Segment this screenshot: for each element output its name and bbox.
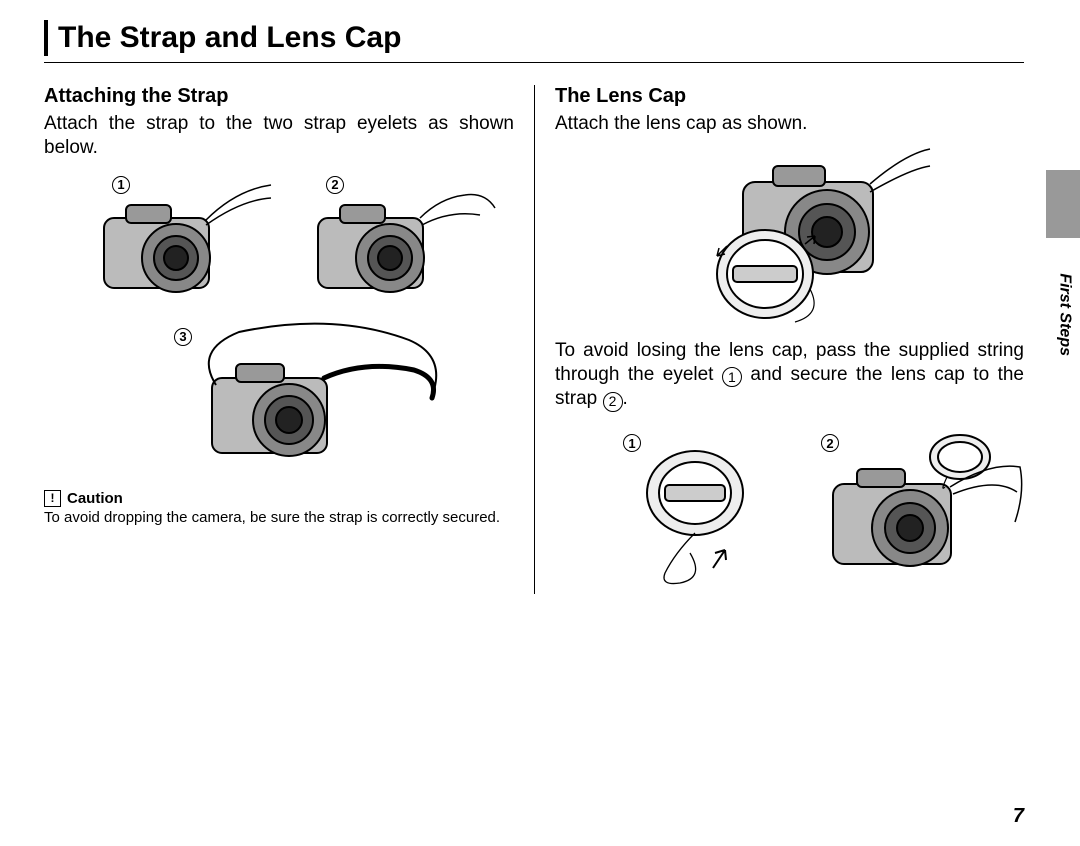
side-tab-label: First Steps [1056,273,1074,356]
right-intro: Attach the lens cap as shown. [555,112,1024,136]
right-heading: The Lens Cap [555,85,1024,108]
content-columns: Attaching the Strap Attach the strap to … [44,85,1024,594]
caution-label: Caution [67,490,123,507]
inline-step-2: 2 [603,392,623,412]
camera-illustration-3 [164,320,464,480]
side-tab-marker [1046,170,1080,238]
camera-illustration-2 [290,180,500,310]
lenscap-figure-2: 1 2 [555,424,1024,594]
left-heading: Attaching the Strap [44,85,514,108]
left-intro: Attach the strap to the two strap eyelet… [44,112,514,160]
page-number: 7 [1013,805,1024,828]
title-bar: The Strap and Lens Cap [44,20,1024,63]
left-column: Attaching the Strap Attach the strap to … [44,85,534,594]
camera-illustration-1 [76,180,276,310]
camera-lenscap-illustration [655,144,935,339]
right-body-2: To avoid losing the lens cap, pass the s… [555,339,1024,412]
caution-block: ! Caution To avoid dropping the camera, … [44,490,514,528]
lenscap-string-illustration [595,438,795,593]
caution-icon: ! [44,490,61,507]
caution-heading: ! Caution [44,490,514,507]
right-body2-end: . [623,388,628,409]
manual-page: The Strap and Lens Cap Attaching the Str… [0,0,1080,846]
camera-cap-secured-illustration [795,432,1025,592]
side-tab: First Steps [1046,170,1080,360]
page-title: The Strap and Lens Cap [58,21,401,55]
lenscap-figure-1 [555,144,1024,339]
right-column: The Lens Cap Attach the lens cap as show… [534,85,1024,594]
inline-step-1: 1 [722,367,742,387]
title-rule [44,20,48,56]
strap-figure-group: 1 2 [44,170,514,480]
caution-body: To avoid dropping the camera, be sure th… [44,509,514,528]
